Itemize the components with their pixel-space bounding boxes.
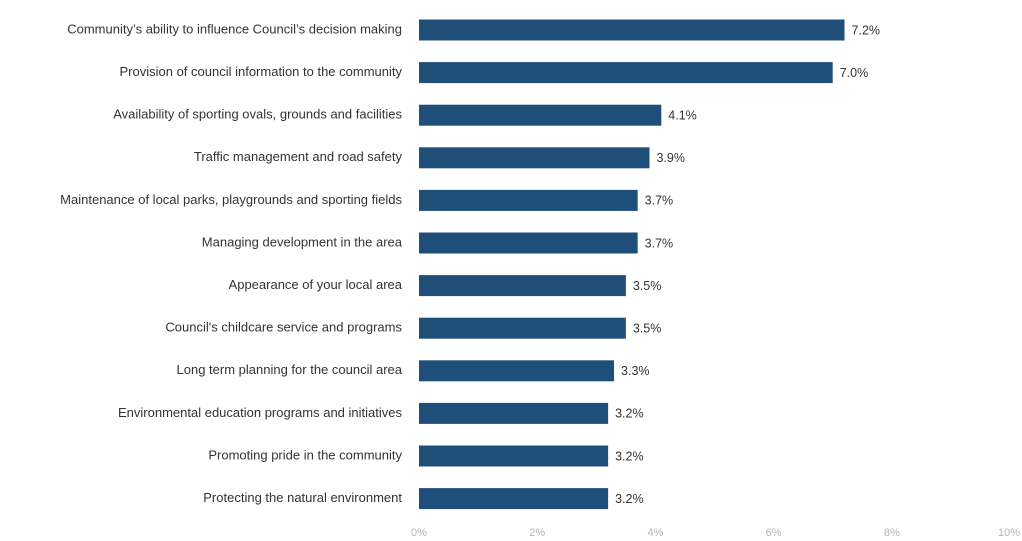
category-label: Community’s ability to influence Council… (67, 21, 402, 36)
bar (419, 104, 662, 126)
bar (419, 402, 609, 424)
category-label: Protecting the natural environment (203, 490, 402, 505)
x-tick-label: 8% (884, 527, 900, 539)
category-label: Long term planning for the council area (177, 362, 403, 377)
value-label: 3.7% (645, 194, 674, 208)
bar (419, 488, 609, 510)
value-label: 3.3% (621, 364, 650, 378)
category-label: Appearance of your local area (229, 277, 403, 292)
category-label: Traffic management and road safety (194, 149, 403, 164)
category-label: Maintenance of local parks, playgrounds … (60, 192, 402, 207)
bar (419, 275, 626, 297)
category-label: Availability of sporting ovals, grounds … (113, 107, 402, 122)
bar (419, 445, 609, 467)
bar (419, 317, 626, 339)
x-tick-label: 10% (998, 527, 1020, 539)
value-label: 3.9% (656, 151, 685, 165)
bars (419, 19, 845, 510)
bar (419, 189, 638, 211)
value-label: 3.2% (615, 492, 644, 506)
x-axis: 0% 2% 4% 6% 8% 10% (411, 527, 1020, 539)
value-labels: 7.2% 7.0% 4.1% 3.9% 3.7% 3.7% 3.5% 3.5% 3.3% 3.2%… (615, 23, 880, 506)
value-label: 3.2% (615, 449, 644, 463)
value-label: 7.0% (840, 66, 869, 80)
value-label: 3.7% (645, 236, 674, 250)
value-label: 7.2% (852, 23, 881, 37)
category-label: Provision of council information to the … (119, 64, 402, 79)
category-labels: Community’s ability to influence Council… (60, 21, 403, 505)
category-label: Council's childcare service and programs (165, 320, 402, 335)
value-label: 4.1% (668, 108, 697, 122)
value-label: 3.5% (633, 321, 662, 335)
bar (419, 19, 845, 41)
bar (419, 147, 650, 169)
bar (419, 360, 615, 382)
category-label: Environmental education programs and ini… (118, 405, 402, 420)
x-tick-label: 6% (766, 527, 782, 539)
bar (419, 232, 638, 254)
x-tick-label: 2% (529, 527, 545, 539)
value-label: 3.5% (633, 279, 662, 293)
value-label: 3.2% (615, 407, 644, 421)
category-label: Managing development in the area (202, 234, 403, 249)
category-label: Promoting pride in the community (208, 447, 402, 462)
x-tick-label: 4% (647, 527, 663, 539)
x-tick-label: 0% (411, 527, 427, 539)
bar (419, 62, 833, 84)
